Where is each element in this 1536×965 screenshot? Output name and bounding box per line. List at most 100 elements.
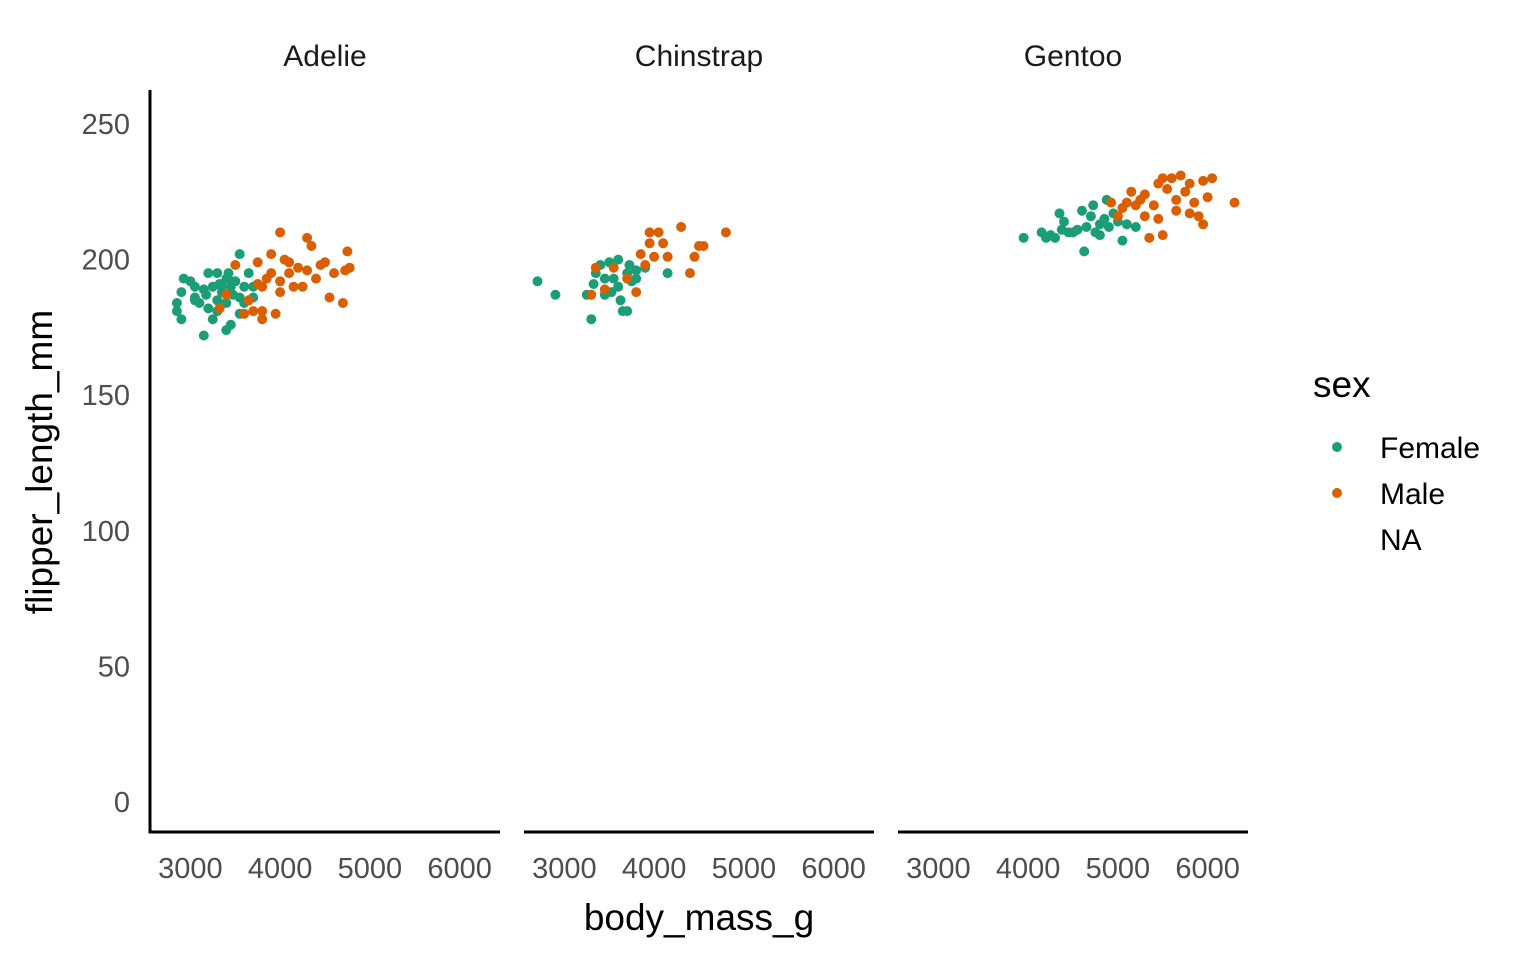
data-point-female	[1094, 230, 1105, 241]
data-point-female	[1121, 219, 1132, 230]
data-point-female	[203, 303, 214, 314]
data-point-female	[1085, 211, 1096, 222]
data-point-male	[599, 284, 610, 295]
data-point-female	[1088, 200, 1099, 211]
legend-label-na: NA	[1380, 524, 1422, 557]
data-point-male	[720, 227, 731, 238]
data-point-male	[284, 257, 295, 268]
data-point-male	[590, 262, 601, 273]
data-point-female	[532, 276, 543, 287]
data-point-male	[1175, 170, 1186, 181]
data-point-male	[1207, 173, 1218, 184]
data-point-male	[640, 260, 651, 270]
data-point-female	[207, 314, 218, 325]
data-point-female	[1050, 232, 1061, 243]
data-point-male	[266, 249, 277, 260]
data-point-male	[1202, 192, 1213, 203]
legend-key-female	[1332, 442, 1342, 452]
data-point-male	[270, 308, 281, 319]
data-point-male	[248, 306, 259, 317]
data-point-male	[252, 279, 263, 289]
panel-chinstrap: Chinstrap 3000 4000 5000 6000	[524, 40, 874, 885]
x-axis-title: body_mass_g	[584, 897, 814, 938]
data-point-male	[1144, 232, 1155, 243]
data-point-male	[644, 238, 655, 249]
data-point-male	[221, 289, 232, 300]
data-point-male	[1184, 208, 1195, 219]
data-point-male	[689, 251, 700, 262]
data-point-male	[329, 268, 339, 279]
data-point-female	[1130, 222, 1141, 232]
data-point-male	[275, 227, 286, 238]
data-point-female	[176, 314, 187, 325]
x-tick-label: 3000	[906, 853, 971, 885]
strip-title: Gentoo	[1024, 40, 1122, 73]
legend: sex Female Male NA	[1313, 364, 1480, 557]
data-point-male	[261, 273, 272, 284]
data-point-male	[685, 268, 695, 279]
data-point-female	[1077, 205, 1087, 216]
data-point-male	[658, 238, 669, 249]
data-point-male	[344, 262, 355, 273]
data-point-female	[586, 314, 597, 325]
data-point-male	[1189, 197, 1200, 208]
data-point-female	[1072, 224, 1083, 235]
data-point-male	[631, 287, 642, 298]
data-point-female	[171, 298, 182, 308]
data-point-female	[243, 268, 254, 279]
data-point-female	[216, 281, 227, 292]
data-point-female	[662, 268, 673, 279]
data-point-male	[302, 232, 313, 243]
data-point-female	[550, 289, 561, 300]
data-point-male	[644, 227, 655, 238]
data-point-female	[225, 319, 236, 330]
data-point-male	[1153, 213, 1164, 224]
x-tick-label: 6000	[1175, 853, 1240, 885]
x-tick-label: 5000	[712, 853, 777, 885]
x-tick-label: 6000	[427, 853, 492, 885]
data-point-male	[653, 227, 664, 238]
data-point-male	[302, 265, 313, 276]
data-point-male	[1229, 197, 1240, 208]
data-point-male	[698, 241, 709, 251]
x-tick-label: 4000	[996, 853, 1061, 885]
data-point-male	[1180, 186, 1191, 197]
data-point-male	[676, 222, 687, 232]
data-point-female	[189, 295, 200, 306]
data-point-female	[615, 295, 626, 306]
x-tick-label: 5000	[338, 853, 403, 885]
y-axis: 0 50 100 150 200 250	[82, 90, 152, 834]
data-point-male	[257, 314, 268, 325]
data-point-female	[239, 281, 250, 292]
data-point-male	[293, 262, 304, 273]
data-point-female	[221, 298, 232, 308]
data-point-female	[201, 289, 212, 300]
data-point-male	[1166, 173, 1177, 184]
x-tick-label: 5000	[1086, 853, 1151, 885]
legend-label-male: Male	[1380, 478, 1445, 511]
panel-gentoo: Gentoo 3000 4000 5000 6000	[898, 40, 1248, 885]
x-tick-label: 4000	[248, 853, 313, 885]
data-point-male	[1198, 175, 1209, 186]
data-point-male	[311, 273, 321, 284]
data-point-male	[622, 273, 633, 284]
data-point-male	[1121, 197, 1132, 208]
data-point-male	[337, 298, 348, 308]
data-point-female	[203, 268, 214, 279]
data-point-male	[1139, 189, 1150, 200]
data-point-male	[1139, 211, 1150, 222]
data-point-female	[198, 330, 209, 341]
panels: Adelie 3000 4000 5000 6000 Chinstrap 3000 4000 5…	[150, 40, 1248, 885]
data-point-male	[1184, 178, 1195, 189]
data-point-female	[631, 265, 642, 276]
legend-key-male	[1332, 488, 1342, 498]
data-point-female	[234, 249, 245, 260]
data-point-male	[1193, 211, 1204, 222]
data-point-female	[171, 306, 182, 317]
data-point-female	[223, 268, 234, 279]
data-point-male	[297, 281, 308, 292]
data-point-male	[243, 295, 254, 306]
data-point-male	[306, 241, 317, 251]
data-point-male	[275, 287, 286, 298]
x-tick-label: 6000	[801, 853, 866, 885]
